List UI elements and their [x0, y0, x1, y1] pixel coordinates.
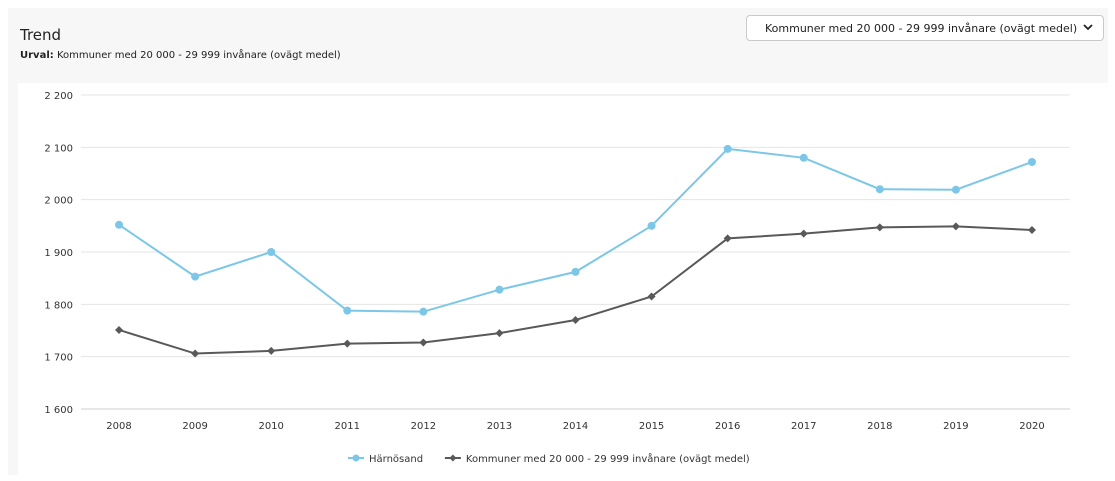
y-tick-label: 1 600 — [44, 405, 73, 416]
selection-value: Kommuner med 20 000 - 29 999 invånare (o… — [56, 50, 341, 61]
data-point — [267, 346, 276, 355]
x-tick-label: 2018 — [867, 421, 892, 432]
y-tick-label: 1 700 — [44, 353, 73, 364]
data-point — [951, 185, 960, 194]
data-point — [495, 329, 504, 338]
x-tick-label: 2019 — [943, 421, 968, 432]
data-point — [343, 339, 352, 348]
legend-label: Härnösand — [369, 454, 423, 465]
data-point — [1027, 226, 1036, 235]
data-point — [875, 223, 884, 232]
series-line — [118, 147, 1033, 313]
x-tick-label: 2012 — [411, 421, 436, 432]
data-point — [571, 267, 580, 276]
x-tick-label: 2008 — [106, 421, 131, 432]
legend-marker — [449, 454, 457, 462]
page-title: Trend — [20, 26, 62, 44]
trend-panel: Trend Urval: Kommuner med 20 000 - 29 99… — [8, 8, 1108, 475]
data-point — [115, 220, 124, 229]
y-tick-label: 2 100 — [44, 143, 73, 154]
selection-label: Urval: — [20, 50, 54, 61]
data-point — [1027, 157, 1036, 166]
data-point — [495, 285, 504, 294]
data-point — [799, 229, 808, 238]
data-point — [419, 338, 428, 347]
trend-chart: 1 600 1 700 1 800 1 900 2 000 2 100 2 200 2008 2… — [18, 83, 1108, 475]
data-point — [723, 234, 732, 243]
y-tick-label: 1 900 — [44, 248, 73, 259]
data-point — [191, 272, 200, 281]
data-point — [115, 325, 124, 334]
data-point — [647, 292, 656, 301]
data-point — [723, 144, 732, 153]
data-point — [571, 316, 580, 325]
x-tick-label: 2010 — [258, 421, 283, 432]
x-tick-label: 2011 — [335, 421, 360, 432]
data-point — [191, 349, 200, 358]
data-point — [799, 153, 808, 162]
x-tick-label: 2017 — [791, 421, 816, 432]
data-point — [343, 306, 352, 315]
data-point — [875, 185, 884, 194]
x-tick-label: 2016 — [715, 421, 740, 432]
x-tick-label: 2013 — [487, 421, 512, 432]
y-tick-label: 1 800 — [44, 300, 73, 311]
x-tick-label: 2014 — [563, 421, 588, 432]
y-tick-label: 2 000 — [44, 196, 73, 207]
series-line — [118, 225, 1033, 355]
x-tick-label: 2015 — [639, 421, 664, 432]
data-point — [267, 248, 276, 256]
x-tick-label: 2020 — [1019, 421, 1044, 432]
chevron-down-icon — [1082, 20, 1094, 37]
x-tick-label: 2009 — [182, 421, 207, 432]
data-point — [647, 221, 656, 230]
comparison-select-value: Kommuner med 20 000 - 29 999 invånare (o… — [765, 22, 1078, 35]
legend-marker — [352, 454, 360, 462]
comparison-select[interactable]: Kommuner med 20 000 - 29 999 invånare (o… — [746, 15, 1104, 41]
data-point — [419, 307, 428, 316]
legend-label: Kommuner med 20 000 - 29 999 invånare (o… — [466, 452, 750, 465]
data-point — [951, 222, 960, 231]
trend-chart-svg: 1 600 1 700 1 800 1 900 2 000 2 100 2 200 2008 2… — [44, 91, 1070, 465]
y-tick-label: 2 200 — [44, 91, 73, 102]
selection-subtitle: Urval: Kommuner med 20 000 - 29 999 invå… — [20, 50, 341, 61]
